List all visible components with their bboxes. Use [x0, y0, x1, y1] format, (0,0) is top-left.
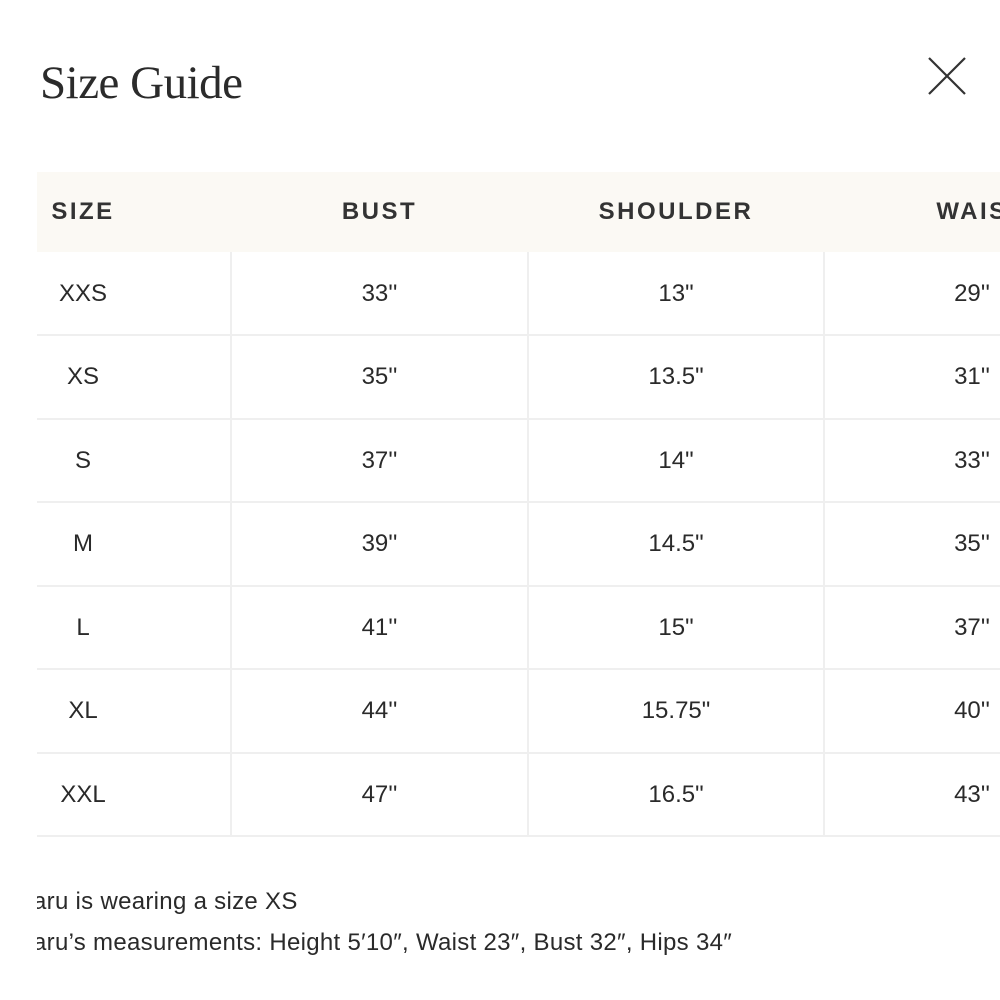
measurement-cell: 44''	[361, 697, 398, 724]
measurement-cell: 40''	[954, 697, 990, 724]
size-cell: XXS	[58, 279, 108, 307]
size-cell: XL	[68, 697, 98, 724]
close-button[interactable]	[922, 52, 972, 102]
row-divider	[37, 334, 1000, 336]
measurement-cell: 33''	[361, 279, 398, 307]
measurement-cell: 41''	[361, 613, 398, 641]
measurement-cell: 13"	[658, 279, 694, 307]
size-cell: M	[73, 530, 93, 557]
size-table: SIZE BUST SHOULDER WAIS XXS 33'' 13" 29'' XS 35''…	[37, 172, 1000, 837]
row-divider	[37, 417, 1000, 420]
column-header: SHOULDER	[598, 198, 754, 225]
measurement-cell: 37''	[361, 446, 398, 474]
measurement-cell: 15.75"	[641, 697, 711, 724]
measurement-cell: 29''	[954, 279, 990, 307]
measurement-cell: 14"	[658, 446, 694, 474]
column-divider	[823, 252, 825, 836]
column-divider	[230, 252, 232, 836]
measurement-cell: 33''	[954, 446, 990, 474]
measurement-cell: 31''	[954, 363, 990, 390]
column-header: SIZE	[51, 198, 115, 225]
model-note: aru is wearing a size XS	[37, 888, 298, 915]
measurement-cell: 16.5"	[648, 780, 704, 808]
row-divider	[37, 751, 1000, 754]
row-divider	[37, 584, 1000, 587]
column-header: WAIS	[936, 198, 1000, 225]
size-cell: S	[74, 446, 91, 474]
measurement-cell: 13.5"	[648, 363, 704, 390]
notes: aru is wearing a size XS aru’s measuremen…	[37, 870, 1000, 980]
size-cell: L	[76, 613, 90, 641]
column-header: BUST	[341, 198, 418, 225]
modal-title: Size Guide	[40, 57, 243, 109]
close-icon-stroke	[928, 57, 966, 95]
row-divider	[37, 835, 1000, 837]
measurement-cell: 15"	[658, 613, 694, 641]
measurement-cell: 14.5"	[648, 530, 704, 557]
row-divider	[37, 668, 1000, 670]
measurement-cell: 35''	[954, 530, 990, 557]
measurement-cell: 47''	[361, 780, 398, 808]
row-divider	[37, 501, 1000, 503]
column-divider	[527, 252, 529, 836]
model-note: aru’s measurements: Height 5′10″, Waist …	[37, 929, 733, 956]
size-cell: XXL	[60, 780, 106, 808]
measurement-cell: 35''	[361, 363, 398, 390]
measurement-cell: 39''	[361, 530, 398, 557]
measurement-cell: 43''	[954, 780, 990, 808]
size-cell: XS	[66, 363, 99, 390]
measurement-cell: 37''	[954, 613, 990, 641]
header-band	[37, 172, 1000, 252]
